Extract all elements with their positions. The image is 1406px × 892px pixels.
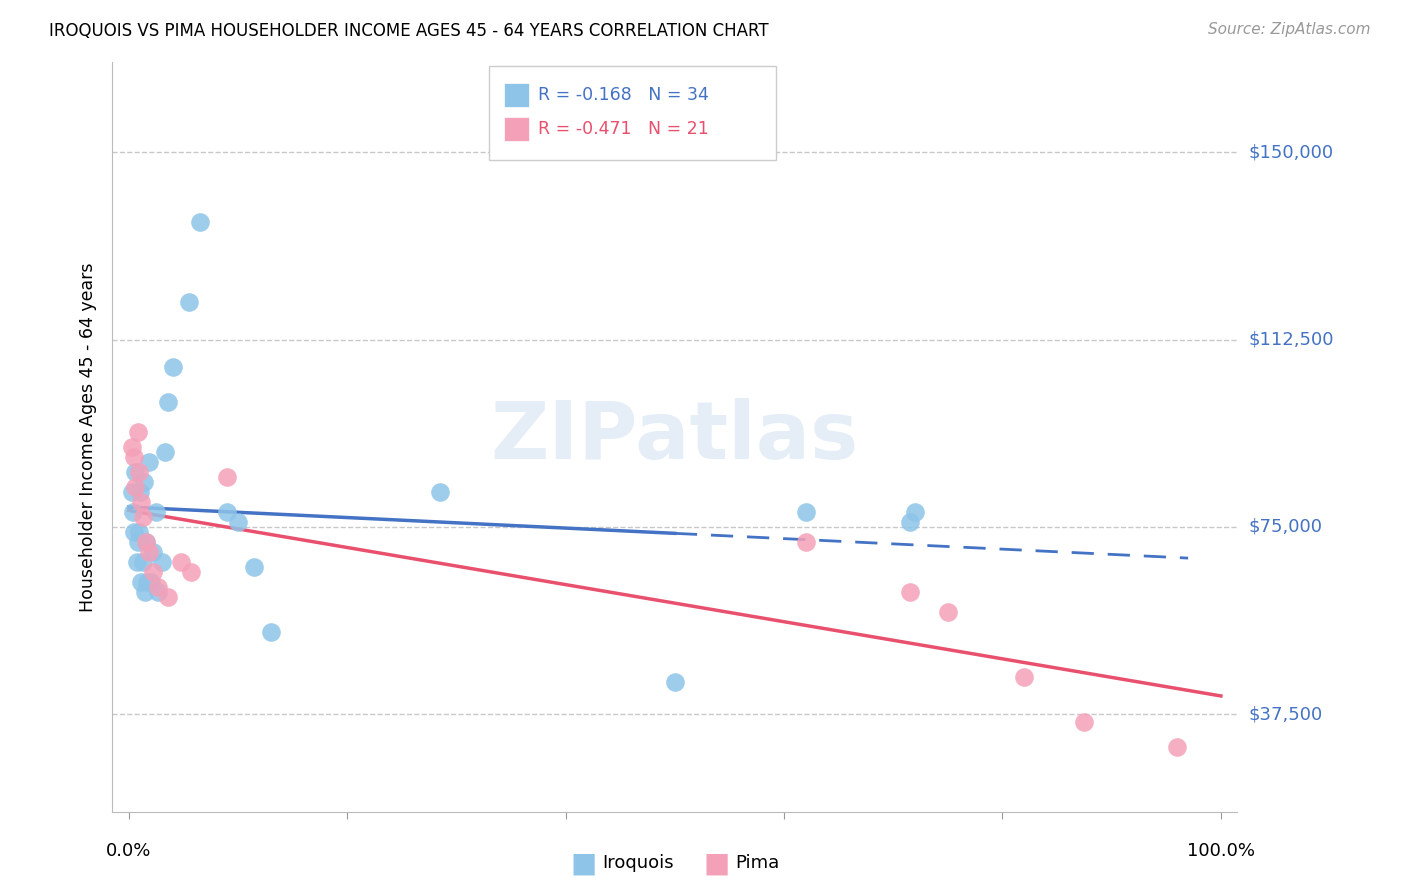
Text: $150,000: $150,000 <box>1249 144 1333 161</box>
Text: Pima: Pima <box>735 855 779 872</box>
Point <box>217 505 239 519</box>
Point <box>157 395 180 409</box>
Text: IROQUOIS VS PIMA HOUSEHOLDER INCOME AGES 45 - 64 YEARS CORRELATION CHART: IROQUOIS VS PIMA HOUSEHOLDER INCOME AGES… <box>49 22 769 40</box>
Point <box>794 505 817 519</box>
Point <box>127 535 149 549</box>
Point <box>142 545 165 559</box>
Point <box>121 440 143 454</box>
Point <box>1166 739 1188 754</box>
Point <box>128 485 150 500</box>
Point <box>132 555 155 569</box>
Point <box>898 515 921 529</box>
Point <box>134 585 156 599</box>
Text: 100.0%: 100.0% <box>1187 842 1256 860</box>
Point <box>129 574 152 589</box>
Text: ZIPatlas: ZIPatlas <box>491 398 859 476</box>
Point <box>148 585 170 599</box>
Point <box>138 455 160 469</box>
Point <box>1014 670 1036 684</box>
Text: ■: ■ <box>704 849 730 878</box>
Point <box>129 495 152 509</box>
Point <box>150 555 173 569</box>
Text: R = -0.168   N = 34: R = -0.168 N = 34 <box>537 86 709 103</box>
Point <box>936 605 959 619</box>
Bar <box>503 83 529 107</box>
Text: Source: ZipAtlas.com: Source: ZipAtlas.com <box>1208 22 1371 37</box>
Point <box>139 574 162 589</box>
Y-axis label: Householder Income Ages 45 - 64 years: Householder Income Ages 45 - 64 years <box>79 262 97 612</box>
Point <box>170 555 193 569</box>
Point <box>148 580 170 594</box>
Point <box>128 524 150 539</box>
Point <box>135 535 157 549</box>
Point <box>138 545 160 559</box>
Point <box>898 585 921 599</box>
Point <box>142 565 165 579</box>
Text: Iroquois: Iroquois <box>602 855 673 872</box>
Point <box>122 505 145 519</box>
Point <box>243 560 266 574</box>
Point <box>188 215 211 229</box>
Point <box>260 624 283 639</box>
Point <box>124 450 146 464</box>
Point <box>217 470 239 484</box>
Point <box>157 590 180 604</box>
Point <box>135 535 157 549</box>
Point <box>132 510 155 524</box>
Point <box>429 485 451 500</box>
Text: $75,000: $75,000 <box>1249 518 1323 536</box>
Point <box>121 485 143 500</box>
Point <box>162 360 184 375</box>
Text: R = -0.471   N = 21: R = -0.471 N = 21 <box>537 120 709 138</box>
Text: $112,500: $112,500 <box>1249 331 1334 349</box>
Point <box>904 505 927 519</box>
Point <box>226 515 249 529</box>
Point <box>124 465 146 479</box>
Text: ■: ■ <box>571 849 596 878</box>
Point <box>128 465 150 479</box>
Point <box>180 565 202 579</box>
Point <box>177 295 200 310</box>
FancyBboxPatch shape <box>489 66 776 160</box>
Point <box>127 425 149 439</box>
Text: $37,500: $37,500 <box>1249 706 1323 723</box>
Point <box>153 445 176 459</box>
Point <box>124 524 146 539</box>
Text: 0.0%: 0.0% <box>107 842 152 860</box>
Point <box>1073 714 1095 729</box>
Point <box>145 505 167 519</box>
Bar <box>503 117 529 141</box>
Point <box>134 475 156 489</box>
Point <box>794 535 817 549</box>
Point <box>664 674 686 689</box>
Point <box>124 480 146 494</box>
Point <box>136 574 159 589</box>
Point <box>125 555 148 569</box>
